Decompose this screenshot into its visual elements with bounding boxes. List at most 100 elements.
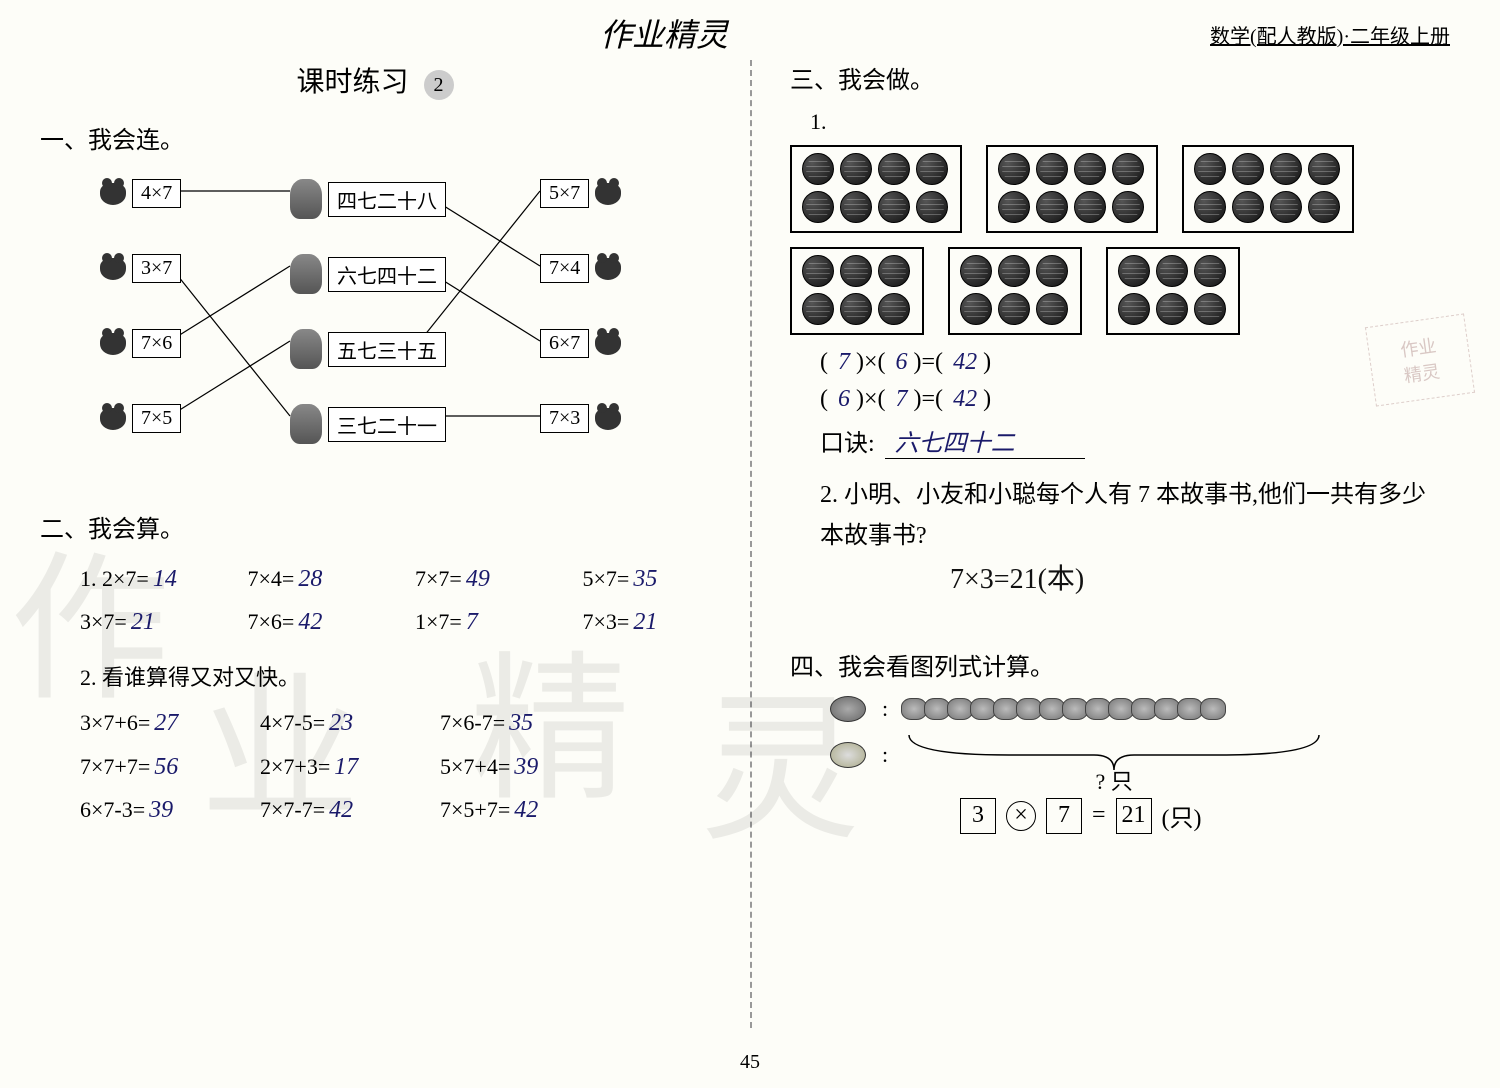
q1-prefix: 1. xyxy=(810,109,1460,135)
fill-line-2: ( 6 )×( 7 )=( 42 ) xyxy=(820,386,1460,413)
chicken-icon xyxy=(830,742,866,768)
match-label: 7×6 xyxy=(132,329,181,358)
cat-icon xyxy=(290,179,322,219)
melon-group xyxy=(790,247,924,335)
melon-icon xyxy=(1194,191,1226,223)
eq-unit: (只) xyxy=(1162,798,1202,833)
cat-icon xyxy=(290,329,322,369)
picture-calc: : : ? 只 3 × 7 = 21 (只) xyxy=(830,696,1460,834)
calc-cell: 7×6-7=35 xyxy=(440,702,580,745)
calc-row: 1. 2×7=147×4=287×7=495×7=35 xyxy=(80,558,710,601)
calc-block-2: 3×7+6=27 4×7-5=23 7×6-7=35 7×7+7=56 2×7+3=17… xyxy=(80,702,710,832)
mouse-icon xyxy=(100,408,126,430)
melon-group xyxy=(986,145,1158,233)
match-node: 四七二十八 xyxy=(290,179,446,219)
match-node: 7×5 xyxy=(100,404,181,433)
melon-icon xyxy=(1270,191,1302,223)
calc-row: 6×7-3=397×7-7=427×5+7=42 xyxy=(80,789,710,832)
right-column: 三、我会做。 1. ( 7 )×( 6 )=( 42 ) ( 6 )×( 7 )… xyxy=(750,0,1500,1088)
calc-cell: 4×7-5=23 xyxy=(260,702,400,745)
melon-icon xyxy=(1036,255,1068,287)
mouse-icon xyxy=(595,258,621,280)
melon-icon xyxy=(1232,191,1264,223)
calc-cell: 7×5+7=42 xyxy=(440,789,580,832)
calc-cell: 3×7+6=27 xyxy=(80,702,220,745)
melon-icon xyxy=(840,191,872,223)
melon-group xyxy=(1106,247,1240,335)
melon-icon xyxy=(1308,191,1340,223)
melon-icon xyxy=(840,255,872,287)
match-node: 7×4 xyxy=(540,254,621,283)
butterfly-small-icon xyxy=(1200,698,1226,720)
melon-icon xyxy=(878,293,910,325)
melon-icon xyxy=(1270,153,1302,185)
koujue-line: 口诀: 六七四十二 xyxy=(820,423,1460,459)
melon-icon xyxy=(1118,293,1150,325)
melon-icon xyxy=(1118,255,1150,287)
calc-cell: 7×7=49 xyxy=(415,558,543,601)
cat-icon xyxy=(290,404,322,444)
calc-cell: 5×7+4=39 xyxy=(440,746,580,789)
mouse-icon xyxy=(100,183,126,205)
calc-row: 3×7+6=27 4×7-5=23 7×6-7=35 xyxy=(80,702,710,745)
melon-icon xyxy=(1194,293,1226,325)
calc-cell: 1×7=7 xyxy=(415,601,543,644)
section-4-heading: 四、我会看图列式计算。 xyxy=(790,647,1460,682)
calc-cell: 7×7+7=56 xyxy=(80,746,220,789)
eq-op: × xyxy=(1006,801,1036,831)
calc-cell: 7×6=42 xyxy=(248,601,376,644)
calc-row: 7×7+7=56 2×7+3=17 5×7+4=39 xyxy=(80,746,710,789)
match-label: 六七四十二 xyxy=(328,257,446,292)
eq-b: 7 xyxy=(1046,798,1082,834)
match-label: 7×4 xyxy=(540,254,589,283)
melon-icon xyxy=(998,255,1030,287)
melon-icon xyxy=(1308,153,1340,185)
calc-cell: 5×7=35 xyxy=(583,558,711,601)
fill-line-1: ( 7 )×( 6 )=( 42 ) xyxy=(820,349,1460,376)
melon-icon xyxy=(1232,153,1264,185)
match-label: 三七二十一 xyxy=(328,407,446,442)
melon-icon xyxy=(802,191,834,223)
melon-icon xyxy=(998,153,1030,185)
melon-icon xyxy=(802,255,834,287)
mouse-icon xyxy=(595,333,621,355)
worksheet-page: 作业精灵 数学(配人教版)·二年级上册 作业精灵 课时练习 2 一、我会连。 4… xyxy=(0,0,1500,1088)
melon-icon xyxy=(840,153,872,185)
match-node: 5×7 xyxy=(540,179,621,208)
melon-group xyxy=(948,247,1082,335)
match-label: 7×5 xyxy=(132,404,181,433)
stamp-watermark: 作业精灵 xyxy=(1365,313,1475,406)
melon-icon xyxy=(916,191,948,223)
brace-label: ? 只 xyxy=(1095,764,1132,796)
match-label: 7×3 xyxy=(540,404,589,433)
melon-icon xyxy=(1036,293,1068,325)
lesson-title-text: 课时练习 xyxy=(296,67,408,98)
lesson-number-badge: 2 xyxy=(424,70,454,100)
cat-icon xyxy=(290,254,322,294)
melon-icon xyxy=(960,255,992,287)
match-label: 五七三十五 xyxy=(328,332,446,367)
calc-cell: 2×7+3=17 xyxy=(260,746,400,789)
match-label: 4×7 xyxy=(132,179,181,208)
melon-group xyxy=(790,145,962,233)
butterfly-row: : xyxy=(830,696,1460,722)
butterfly-strip xyxy=(904,698,1226,720)
mouse-icon xyxy=(595,183,621,205)
melon-icon xyxy=(998,191,1030,223)
question-2-answer: 7×3=21(本) xyxy=(950,557,1460,597)
eq-c: 21 xyxy=(1116,798,1152,834)
match-node: 三七二十一 xyxy=(290,404,446,444)
melon-icon xyxy=(1074,153,1106,185)
melon-icon xyxy=(998,293,1030,325)
calc-cell: 6×7-3=39 xyxy=(80,789,220,832)
melon-icon xyxy=(1156,293,1188,325)
section-1-heading: 一、我会连。 xyxy=(40,120,710,155)
section-3-heading: 三、我会做。 xyxy=(790,60,1460,95)
match-label: 6×7 xyxy=(540,329,589,358)
match-node: 六七四十二 xyxy=(290,254,446,294)
section-2-heading: 二、我会算。 xyxy=(40,509,710,544)
calc-cell: 3×7=21 xyxy=(80,601,208,644)
melon-row xyxy=(790,247,1460,335)
mouse-icon xyxy=(100,258,126,280)
melon-icon xyxy=(1194,153,1226,185)
